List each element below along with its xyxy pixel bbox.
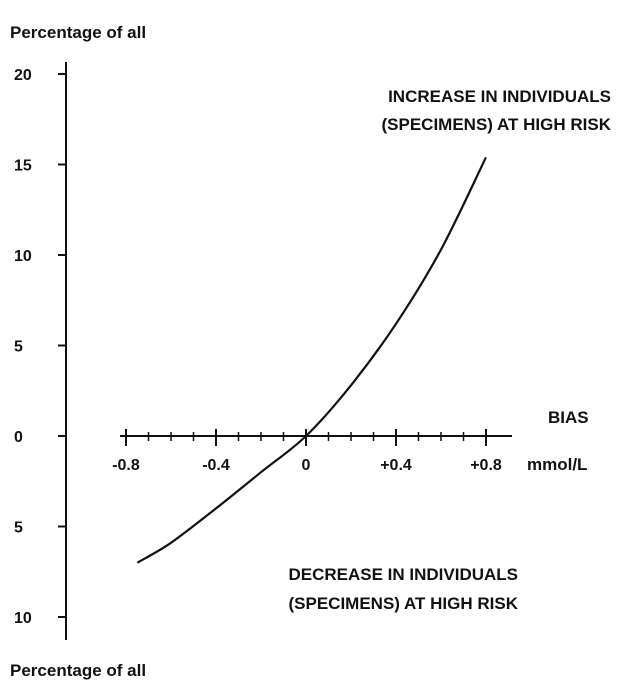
x-ticks: -0.8 -0.4 0 +0.4 +0.8 <box>112 429 502 474</box>
series-curve <box>136 156 487 564</box>
annotation-increase-line-2: (SPECIMENS) AT HIGH RISK <box>381 115 611 134</box>
x-tick-label: 0 <box>302 457 311 474</box>
y-tick-label: 15 <box>14 158 32 175</box>
x-tick-label: -0.4 <box>202 457 230 474</box>
x-tick-label: +0.4 <box>380 457 412 474</box>
x-tick-label: +0.8 <box>470 457 502 474</box>
y-tick-label: 10 <box>14 610 32 627</box>
y-ticks: 20 15 10 5 0 5 10 <box>14 67 66 627</box>
y-tick-label: 10 <box>14 248 32 265</box>
y-axis-label-bottom: Percentage of all <box>10 661 146 680</box>
x-minor-ticks <box>147 432 465 441</box>
annotation-increase-line-1: INCREASE IN INDIVIDUALS <box>388 87 611 106</box>
y-tick-label: 5 <box>14 520 23 537</box>
y-tick-label: 20 <box>14 67 32 84</box>
x-tick-label: -0.8 <box>112 457 140 474</box>
y-tick-label: 0 <box>14 429 23 446</box>
annotation-decrease-line-1: DECREASE IN INDIVIDUALS <box>288 565 518 584</box>
y-axis-label-top: Percentage of all <box>10 23 146 42</box>
x-axis-label: BIAS <box>548 408 589 427</box>
annotation-decrease-line-2: (SPECIMENS) AT HIGH RISK <box>288 594 518 613</box>
y-tick-label: 5 <box>14 339 23 356</box>
x-axis-unit: mmol/L <box>527 455 587 474</box>
